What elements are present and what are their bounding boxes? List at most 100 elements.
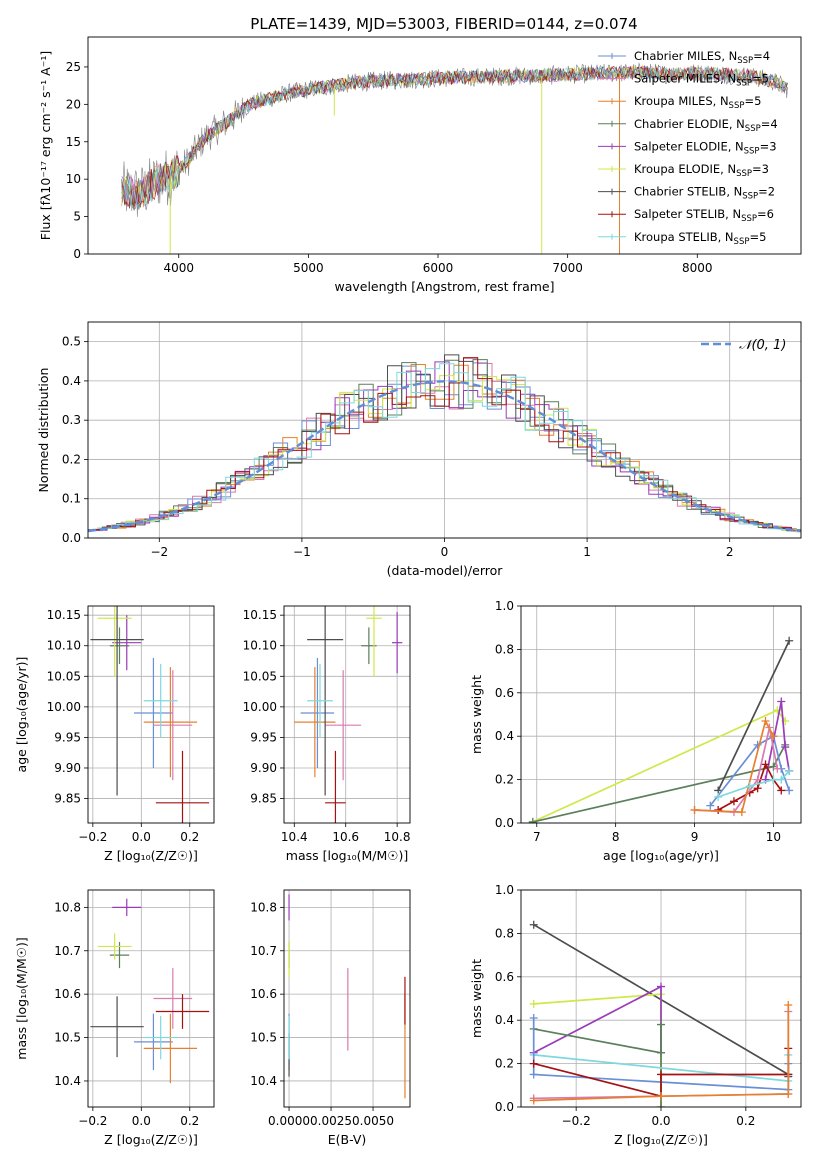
legend-label: Chabrier MILES, NSSP=4 [634,49,770,66]
spectrum-axes: 4000 5000 6000 7000 8000 0 5 10 15 20 25 wavelength… [38,51,713,294]
spectrum-frame [87,36,802,255]
weight-marker [657,1048,665,1057]
x-tick-label: 0.2 [180,830,199,844]
weight-marker [753,775,762,784]
x-axis-label: (data-model)/error [387,563,504,578]
x-tick-label: −0.2 [78,830,107,844]
y-tick-label: 0.0 [62,531,81,545]
age_vs_Z-axes: −0.2 0.0 0.2 9.85 9.90 9.95 10.00 10.05 10.10 10.… [14,606,214,863]
weight-line [532,709,786,823]
y-tick-label: 0.4 [495,1013,514,1027]
x-tick-label: 2 [726,545,734,559]
weight-marker [773,764,782,773]
mass_vs_Z-points [90,898,210,1084]
y-tick-label: 0.0 [495,1100,514,1114]
x-tick-label: 0.2 [180,1114,199,1128]
weight-marker [657,1092,665,1101]
y-tick-label: 10.05 [47,669,81,683]
weight-marker [657,1070,665,1079]
weight-marker [529,1059,538,1068]
residuals-frame [87,321,802,539]
y-tick-label: 9.95 [250,730,277,744]
y-tick-label: 15 [66,135,81,149]
age_vs_Z-points [90,606,210,823]
mass_vs_Z-frame [87,889,215,1108]
x-tick-label: 0.0 [132,1114,151,1128]
weight-marker [714,805,723,814]
y-axis-label: Flux [fλ10⁻¹⁷ erg cm⁻² s⁻¹ A⁻¹] [38,51,53,240]
weight-marker [529,920,538,929]
weight-line [533,1005,790,1102]
weight-line [533,993,662,1107]
x-tick-label: 0.0050 [352,1114,394,1128]
x-tick-label: 7 [533,830,541,844]
y-tick-label: 1.0 [495,599,514,613]
x-tick-label: 9 [691,830,699,844]
x-tick-label: 8000 [682,261,713,275]
y-axis-label: age [log₁₀(age/yr)] [14,657,29,773]
weight-line [532,744,786,823]
legend-label: 𝒩(0, 1) [739,338,786,353]
age_vs_mass-axes: 10.4 10.6 10.8 9.85 9.90 9.95 10.00 10.05 10.10 1… [243,606,411,863]
weight-marker [761,760,770,769]
x-tick-label: 10.8 [384,830,411,844]
residual-histogram [92,357,801,532]
x-tick-label: 0.2 [736,1114,755,1128]
y-tick-label: 10.7 [54,944,81,958]
legend-label: Kroupa STELIB, NSSP=5 [634,230,766,247]
x-tick-label: 10.6 [332,830,359,844]
x-axis-label: Z [log₁₀(Z/Z☉)] [104,1132,198,1147]
weight-marker [706,801,715,810]
weight-marker [657,982,665,991]
y-tick-label: 0.6 [495,970,514,984]
y-axis-label: mass [log₁₀(M/M☉)] [14,937,29,1059]
y-tick-label: 10 [66,172,81,186]
weight-marker [737,808,746,817]
spectrum-legend: Chabrier MILES, NSSP=4 Salpeter MILES, NS… [598,49,778,247]
y-tick-label: 10.4 [250,1074,277,1088]
age_vs_Z-frame [87,605,215,824]
x-tick-label: 1 [583,545,591,559]
y-tick-label: 10.15 [47,608,81,622]
weight-marker [784,1089,793,1098]
x-tick-label: 0.0000 [268,1114,310,1128]
mass_vs_EBV-axes: 0.0000 0.0025 0.0050 10.4 10.5 10.6 10.7 10.8 E(… [250,890,410,1147]
x-tick-label: 7000 [552,261,583,275]
model-spectrum-line [121,65,788,207]
y-tick-label: 0.1 [62,492,81,506]
y-tick-label: 0.0 [495,816,514,830]
y-tick-label: 10.8 [250,900,277,914]
legend-label: Salpeter ELODIE, NSSP=3 [634,139,777,156]
x-tick-label: −0.2 [562,1114,591,1128]
y-tick-label: 10.10 [47,639,81,653]
y-tick-label: 0.4 [495,729,514,743]
legend-label: Chabrier STELIB, NSSP=2 [634,185,775,202]
x-tick-label: 6000 [423,261,454,275]
weight-marker [657,1103,665,1107]
weight-marker [528,817,537,823]
legend-label: Kroupa ELODIE, NSSP=3 [634,162,769,179]
y-tick-label: 10.6 [250,987,277,1001]
weight_vs_Z-frame [520,889,802,1108]
y-tick-label: 9.85 [54,792,81,806]
x-tick-label: 0.0 [132,830,151,844]
y-tick-label: 0.2 [495,1057,514,1071]
y-tick-label: 10.05 [243,669,277,683]
weight-marker [769,775,778,784]
legend-label: Kroupa MILES, NSSP=5 [634,94,761,111]
residual-histogram [97,363,801,532]
y-tick-label: 10.4 [54,1074,81,1088]
weight-marker [529,999,538,1008]
y-axis-label: mass weight [469,675,484,754]
weight-marker [781,743,790,752]
x-axis-label: Z [log₁₀(Z/Z☉)] [104,848,198,863]
residual-histogram [97,375,801,533]
weight-marker [729,797,738,806]
weight-marker [784,1001,793,1010]
mass_vs_Z-axes: −0.2 0.0 0.2 10.4 10.5 10.6 10.7 10.8 Z [log₁₀(Z… [14,890,214,1147]
weight-marker [785,636,794,645]
x-axis-label: mass [log₁₀(M/M☉)] [286,848,408,863]
x-tick-label: 10.4 [281,830,308,844]
weight-marker [753,740,762,749]
y-tick-label: 9.90 [54,761,81,775]
